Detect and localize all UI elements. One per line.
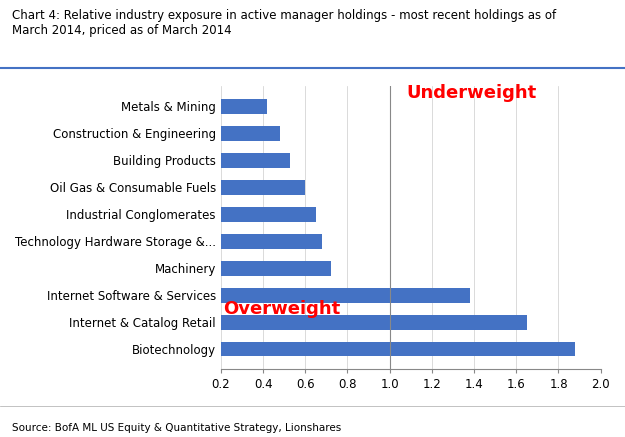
Text: Chart 4: Relative industry exposure in active manager holdings - most recent hol: Chart 4: Relative industry exposure in a… xyxy=(12,9,557,37)
Bar xyxy=(179,126,280,141)
Text: Source: BofA ML US Equity & Quantitative Strategy, Lionshares: Source: BofA ML US Equity & Quantitative… xyxy=(12,423,342,433)
Bar xyxy=(179,180,305,194)
Bar xyxy=(179,261,331,275)
Bar xyxy=(179,207,316,222)
Bar xyxy=(179,288,470,302)
Bar xyxy=(179,234,322,249)
Bar xyxy=(179,315,527,329)
Bar xyxy=(179,153,291,167)
Text: Underweight: Underweight xyxy=(406,83,537,102)
Bar xyxy=(179,99,268,114)
Bar xyxy=(179,342,576,357)
Text: Overweight: Overweight xyxy=(223,300,340,318)
